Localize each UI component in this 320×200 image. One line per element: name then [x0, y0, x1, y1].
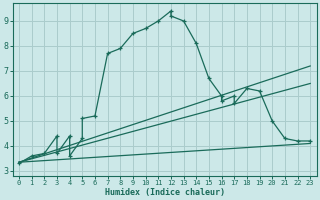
- X-axis label: Humidex (Indice chaleur): Humidex (Indice chaleur): [105, 188, 225, 197]
